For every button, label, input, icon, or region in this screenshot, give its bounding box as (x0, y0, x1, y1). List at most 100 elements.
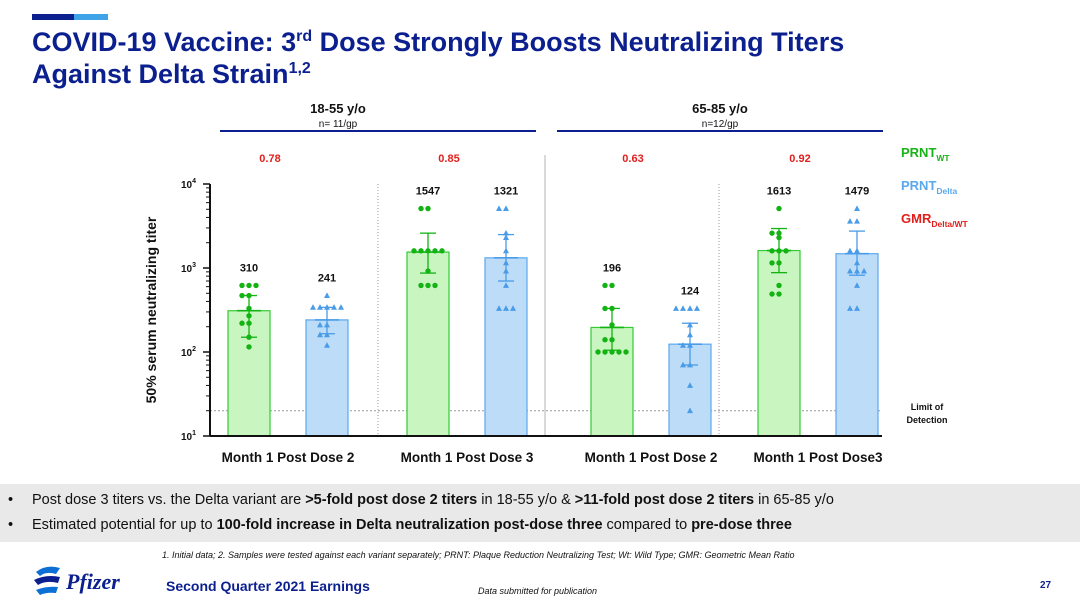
data-point (687, 342, 693, 348)
legend-prnt-delta: PRNTDelta (901, 178, 957, 196)
footer-subtitle: Data submitted for publication (478, 586, 598, 596)
data-point (331, 304, 337, 310)
footer-earnings: Second Quarter 2021 Earnings (166, 578, 370, 594)
data-point (418, 248, 424, 254)
data-point (769, 248, 775, 254)
age-group-label: 65-85 y/o (692, 101, 748, 116)
page-number: 27 (1040, 580, 1052, 591)
data-point (503, 267, 509, 274)
data-point (418, 205, 424, 212)
gmr-value: 0.63 (622, 153, 643, 165)
data-point (246, 334, 252, 340)
data-point (776, 234, 782, 241)
data-point (854, 305, 860, 311)
bullet-2-pre: Estimated potential for up to (32, 517, 217, 533)
data-point (847, 305, 853, 311)
data-point (776, 230, 782, 236)
value-label: 310 (240, 262, 258, 274)
limit-of-detection-label: Detection (906, 415, 947, 425)
bar (305, 319, 349, 437)
logo-text: Pfizer (65, 569, 120, 594)
bullet-2-bold-1: 100-fold increase in Delta neutralizatio… (216, 517, 603, 533)
age-group-n: n= 11/gp (319, 119, 358, 130)
data-point (776, 205, 782, 212)
data-point (411, 248, 417, 254)
data-point (854, 267, 860, 274)
y-axis-label: 50% serum neutralizing titer (143, 216, 159, 403)
data-point (687, 321, 693, 328)
data-point (854, 205, 860, 211)
value-label: 124 (681, 285, 700, 297)
data-point (510, 305, 516, 311)
data-point (246, 344, 252, 350)
data-point (324, 304, 330, 310)
data-point (324, 292, 330, 298)
data-point (246, 313, 252, 319)
slide-title: COVID-19 Vaccine: 3rd Dose Strongly Boos… (32, 26, 1032, 90)
data-point (317, 304, 323, 310)
bar (757, 249, 801, 437)
data-point (496, 205, 502, 211)
gmr-value: 0.92 (789, 153, 810, 165)
data-point (680, 342, 686, 348)
value-label: 196 (603, 262, 621, 274)
data-point (854, 259, 860, 266)
data-point (776, 282, 782, 289)
bullet-dot: • (8, 517, 14, 533)
data-point (687, 331, 693, 338)
data-point (854, 282, 860, 288)
age-group-label: 18-55 y/o (310, 101, 366, 116)
data-point (503, 282, 509, 288)
bullet-1-pre: Post dose 3 titers vs. the Delta variant… (32, 492, 306, 508)
finding-bullet-2: • Estimated potential for up to 100-fold … (8, 517, 792, 533)
title-accent-bar-dark (32, 14, 74, 20)
data-point (847, 267, 853, 274)
bullet-2-mid: compared to (602, 517, 692, 533)
value-label: 241 (318, 273, 336, 285)
data-point (239, 292, 245, 299)
data-point (680, 305, 686, 311)
data-point (854, 218, 860, 224)
x-tick-label: Month 1 Post Dose 3 (401, 450, 534, 465)
x-tick-label: Month 1 Post Dose 2 (585, 450, 718, 465)
data-point (246, 292, 252, 299)
legend-gmr: GMRDelta/WT (901, 211, 969, 229)
data-point (609, 282, 615, 289)
data-point (310, 304, 316, 310)
data-point (418, 282, 424, 289)
title-accent-bar-light (74, 14, 108, 20)
y-tick-label: 101 (181, 430, 196, 443)
data-point (503, 205, 509, 211)
data-point (246, 305, 252, 312)
data-point (776, 248, 782, 254)
data-point (609, 349, 615, 355)
data-point (324, 321, 330, 328)
data-point (602, 349, 608, 355)
y-tick-label: 104 (181, 178, 196, 191)
data-point (602, 282, 608, 289)
x-tick-label: Month 1 Post Dose3 (753, 450, 883, 465)
data-point (324, 331, 330, 338)
data-point (687, 305, 693, 311)
data-point (776, 291, 782, 297)
data-point (324, 342, 330, 348)
gmr-value: 0.78 (259, 153, 280, 165)
data-point (687, 407, 693, 414)
data-point (687, 382, 693, 388)
finding-bullet-1: • Post dose 3 titers vs. the Delta varian… (8, 492, 834, 508)
data-point (595, 349, 601, 355)
neutralizing-titer-chart: Limit of Detection 310 1547 196 1613 241 1321 12… (143, 101, 969, 465)
data-point (432, 248, 438, 254)
data-point (609, 305, 615, 312)
data-point (432, 282, 438, 289)
data-point (673, 305, 679, 311)
data-point (425, 268, 431, 274)
y-tick-label: 102 (181, 346, 196, 359)
data-point (503, 259, 509, 266)
title-line1-sup: rd (296, 28, 313, 45)
footnote: 1. Initial data; 2. Samples were tested … (162, 550, 795, 560)
data-point (769, 260, 775, 266)
data-point (317, 321, 323, 328)
x-tick-label: Month 1 Post Dose 2 (222, 450, 355, 465)
data-point (609, 337, 615, 343)
